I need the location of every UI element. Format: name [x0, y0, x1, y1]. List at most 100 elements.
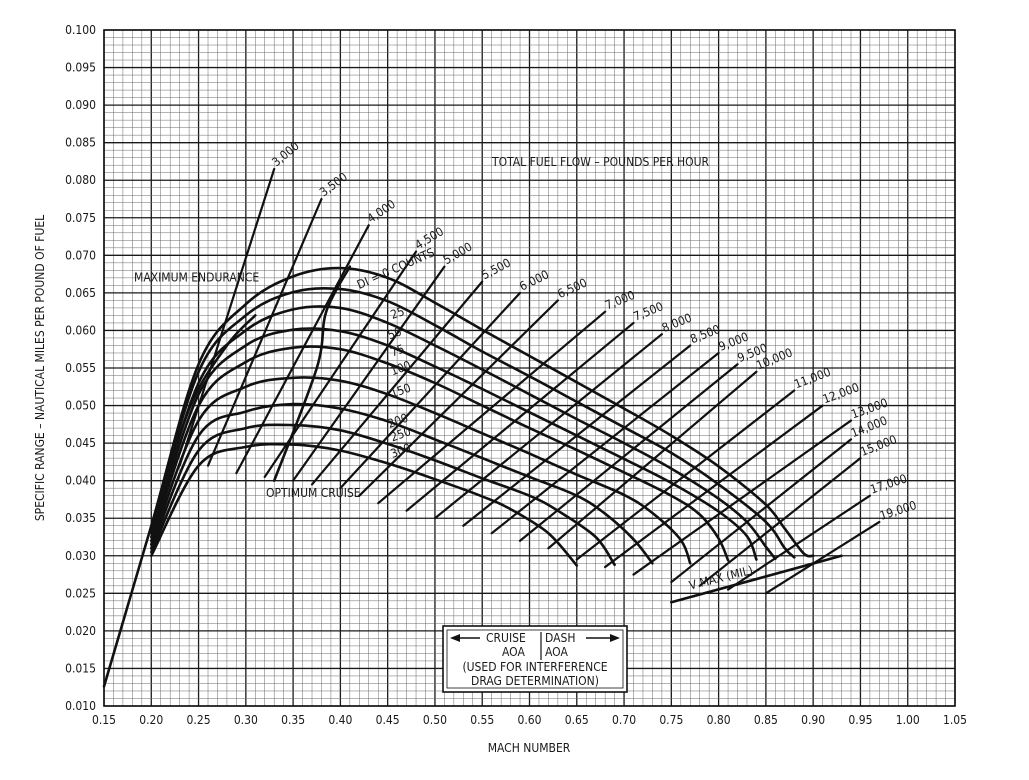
drag-index-curve — [150, 442, 579, 567]
drag-index-curve — [150, 327, 758, 561]
aoa-left-label: AOA — [502, 645, 525, 659]
y-tick-label: 0.065 — [65, 286, 96, 300]
annotation-note-line1: (USED FOR INTERFERENCE — [462, 660, 607, 674]
annotation-box: CRUISE DASH AOA AOA (USED FOR INTERFEREN… — [442, 625, 628, 693]
fuel-flow-line — [726, 494, 872, 591]
x-tick-label: 0.55 — [470, 713, 494, 727]
fuel-flow-line — [292, 265, 446, 482]
boundary-line — [670, 554, 843, 604]
fuel-flow-label: 4,000 — [365, 197, 399, 226]
y-tick-label: 0.090 — [65, 98, 96, 112]
y-tick-label: 0.045 — [65, 436, 96, 450]
fuel-flow-label: 7,500 — [631, 299, 665, 324]
drag-index-curve — [150, 305, 777, 561]
fuel-flow-lines — [178, 167, 881, 595]
drag-index-label: 75 — [389, 342, 407, 360]
drag-index-label: 50 — [386, 324, 404, 342]
fuel-flow-line — [670, 438, 853, 584]
drag-index-label: 150 — [389, 381, 413, 401]
fuel-flow-label: 6,500 — [555, 276, 589, 302]
x-tick-label: 0.95 — [848, 713, 872, 727]
y-tick-label: 0.060 — [65, 323, 96, 337]
x-tick-label: 0.80 — [707, 713, 731, 727]
drag-index-curve — [150, 286, 796, 559]
x-tick-label: 0.45 — [376, 713, 400, 727]
drag-index-curve — [150, 345, 730, 562]
y-tick-label: 0.095 — [65, 61, 96, 75]
fuel-flow-line — [462, 344, 692, 527]
y-tick-label: 0.050 — [65, 399, 96, 413]
fuel-flow-line — [547, 370, 758, 550]
drag-index-curve — [150, 423, 616, 567]
y-tick-label: 0.025 — [65, 586, 96, 600]
dash-label: DASH — [545, 631, 575, 645]
x-tick-label: 0.35 — [281, 713, 305, 727]
fuel-flow-line — [764, 520, 881, 595]
fuel-flow-line — [604, 404, 824, 569]
drag-index-curve — [102, 266, 815, 688]
x-tick-label: 0.90 — [801, 713, 825, 727]
boundary-line — [150, 314, 257, 533]
boundary-label: OPTIMUM CRUISE — [266, 486, 361, 500]
x-tick-label: 0.85 — [754, 713, 778, 727]
y-tick-label: 0.035 — [65, 511, 96, 525]
y-tick-label: 0.010 — [65, 699, 96, 713]
fuel-flow-line — [377, 310, 607, 505]
fuel-flow-line — [490, 351, 720, 535]
fuel-flow-line — [178, 167, 276, 467]
annotation-note-line2: DRAG DETERMINATION) — [471, 674, 599, 688]
fuel-flow-line — [263, 250, 418, 479]
x-tick-label: 1.00 — [896, 713, 920, 727]
drag-index-curve — [150, 402, 654, 565]
y-tick-label: 0.080 — [65, 173, 96, 187]
y-tick-label: 0.075 — [65, 211, 96, 225]
x-tick-label: 0.25 — [187, 713, 211, 727]
drag-index-label: 100 — [389, 358, 413, 378]
cruise-label: CRUISE — [486, 631, 526, 645]
x-axis-title: MACH NUMBER — [488, 741, 571, 755]
x-tick-label: 0.30 — [234, 713, 258, 727]
x-tick-label: 0.15 — [92, 713, 116, 727]
drag-index-label: 25 — [389, 304, 407, 322]
fuel-flow-label: 3,500 — [317, 170, 350, 200]
fuel-flow-line — [698, 457, 862, 587]
fuel-flow-line — [358, 299, 559, 497]
x-tick-label: 0.50 — [423, 713, 447, 727]
aoa-right-label: AOA — [545, 645, 568, 659]
x-tick-label: 0.40 — [328, 713, 352, 727]
fuel-flow-label: 8,000 — [660, 311, 694, 335]
fuel-flow-line — [339, 291, 522, 490]
drag-index-label: 300 — [389, 441, 413, 461]
fuel-flow-line — [206, 197, 323, 467]
fuel-flow-label: 15,000 — [858, 432, 898, 459]
fuel-flow-label: 6,000 — [517, 267, 551, 293]
fuel-flow-line — [518, 363, 739, 542]
fuel-flow-title: TOTAL FUEL FLOW – POUNDS PER HOUR — [491, 155, 710, 169]
drag-index-label: 250 — [389, 424, 413, 444]
y-tick-label: 0.020 — [65, 624, 96, 638]
fuel-flow-line — [632, 419, 853, 576]
fuel-flow-line — [433, 333, 663, 520]
axis-ticks: 0.15 0.20 0.25 0.30 0.35 0.40 0.45 0.50 0.55 0.60… — [65, 23, 967, 727]
boundary-label: MAXIMUM ENDURANCE — [134, 271, 259, 285]
x-tick-label: 1.05 — [943, 713, 967, 727]
plot-frame — [103, 29, 956, 707]
y-tick-label: 0.100 — [65, 23, 96, 37]
y-tick-label: 0.040 — [65, 474, 96, 488]
fuel-flow-line — [235, 224, 370, 475]
x-tick-label: 0.60 — [517, 713, 541, 727]
y-axis-title: SPECIFIC RANGE – NAUTICAL MILES PER POUN… — [33, 215, 47, 521]
y-tick-label: 0.030 — [65, 549, 96, 563]
y-tick-label: 0.055 — [65, 361, 96, 375]
x-tick-label: 0.75 — [659, 713, 683, 727]
drag-index-curves — [102, 265, 843, 688]
drag-index-label: 200 — [386, 411, 410, 431]
fuel-flow-label: 7,000 — [603, 288, 637, 313]
fuel-flow-line — [575, 389, 796, 561]
y-tick-label: 0.085 — [65, 136, 96, 150]
y-tick-label: 0.015 — [65, 661, 96, 675]
fuel-flow-label: 12,000 — [821, 380, 861, 406]
x-tick-label: 0.70 — [612, 713, 636, 727]
fuel-flow-label: 5,500 — [479, 256, 513, 283]
